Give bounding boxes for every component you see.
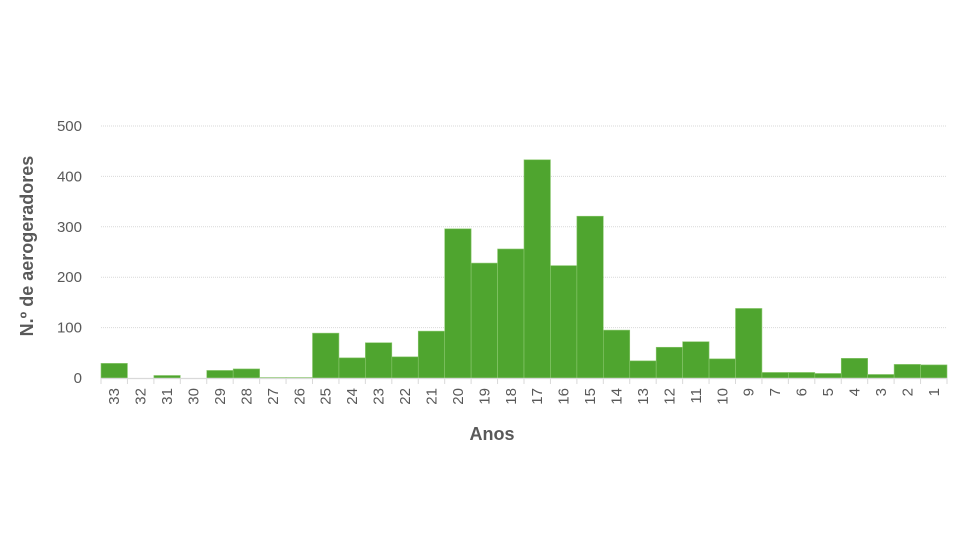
bar-19 [470, 262, 498, 379]
bar-5 [814, 373, 842, 379]
bar-20 [444, 228, 472, 379]
y-tick-label: 400 [57, 168, 82, 185]
x-tick-label: 30 [186, 388, 203, 405]
x-tick-label: 5 [820, 388, 837, 396]
bar-12 [655, 346, 683, 379]
x-tick-label: 23 [371, 388, 388, 405]
bar-15 [576, 215, 604, 379]
bar-24 [338, 357, 366, 379]
bar-14 [603, 329, 631, 379]
bar-18 [497, 248, 525, 379]
x-tick-label: 25 [318, 388, 335, 405]
x-tick-label: 19 [476, 388, 493, 405]
x-tick-label: 31 [159, 388, 176, 405]
bar-21 [417, 330, 445, 379]
x-axis-title: Anos [470, 424, 515, 444]
x-tick-label: 6 [794, 388, 811, 396]
y-tick-label: 500 [57, 118, 82, 135]
bar-10 [708, 358, 736, 379]
x-tick-label: 27 [265, 388, 282, 405]
bar-1 [920, 364, 948, 379]
bar-33 [100, 363, 128, 379]
x-tick-label: 9 [741, 388, 758, 396]
x-tick-label: 2 [899, 388, 916, 396]
bar-23 [365, 342, 393, 379]
x-tick-label: 26 [291, 388, 308, 405]
bar-17 [523, 159, 551, 379]
bar-6 [788, 372, 816, 379]
x-tick-label: 13 [635, 388, 652, 405]
x-tick-label: 33 [106, 388, 123, 405]
x-tick-label: 22 [397, 388, 414, 405]
y-tick-label: 200 [57, 269, 82, 286]
x-tick-label: 12 [661, 388, 678, 405]
x-tick-label: 4 [846, 388, 863, 396]
bar-13 [629, 360, 657, 379]
bar-31 [153, 375, 181, 379]
bar-11 [682, 341, 710, 379]
y-tick-label: 0 [74, 370, 82, 387]
x-tick-label: 14 [609, 388, 626, 405]
x-tick-label: 1 [926, 388, 943, 396]
bar-29 [206, 370, 234, 379]
bar-28 [232, 368, 260, 379]
x-tick-label: 21 [423, 388, 440, 405]
bar-25 [312, 332, 340, 379]
x-axis: 33 32 31 30 29 28 27 26 25 24 23 22 21 20 19 18 17 16 15 14… [100, 377, 948, 405]
x-tick-label: 24 [344, 388, 361, 405]
bar-9 [735, 308, 763, 379]
x-tick-label: 7 [767, 388, 784, 396]
y-axis-title: N.º de aerogeradores [17, 156, 37, 337]
x-tick-label: 29 [212, 388, 229, 405]
x-tick-label: 17 [529, 388, 546, 405]
bar-22 [391, 356, 419, 379]
x-tick-label: 20 [450, 388, 467, 405]
y-axis-ticks: 0 100 200 300 400 500 [57, 118, 82, 387]
x-tick-label: 11 [688, 388, 705, 404]
x-tick-label: 18 [503, 388, 520, 405]
bar-7 [761, 372, 789, 379]
y-tick-label: 100 [57, 320, 82, 337]
x-tick-label: 10 [714, 388, 731, 405]
x-tick-label: 15 [582, 388, 599, 405]
bar-4 [840, 358, 868, 379]
x-tick-label: 28 [238, 388, 255, 405]
x-tick-label: 32 [133, 388, 150, 405]
x-tick-label: 3 [873, 388, 890, 396]
bar-2 [893, 364, 921, 379]
bar-16 [550, 265, 578, 379]
y-tick-label: 300 [57, 219, 82, 236]
bar-3 [867, 374, 895, 379]
x-tick-label: 16 [556, 388, 573, 405]
bars [100, 159, 948, 379]
